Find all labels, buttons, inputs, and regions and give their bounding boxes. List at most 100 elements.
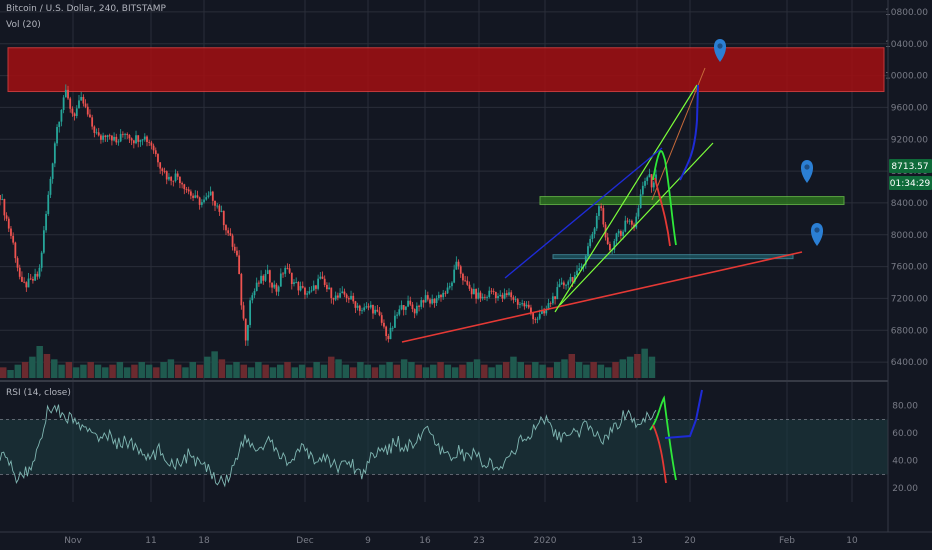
candle-body [238,255,241,275]
candle-body [332,298,335,300]
candle-body [310,290,313,292]
candle-body [119,133,122,142]
candle-body [523,303,526,307]
candle-body [343,291,346,295]
volume-bar [87,362,94,378]
candle-body [547,303,550,309]
candle-body [479,292,482,299]
grid [0,0,888,502]
candle-body [277,286,280,292]
candle-body [541,310,543,314]
candle-body [628,220,631,222]
candle-body [14,242,17,259]
candle-body [275,284,278,292]
candle-body [321,276,324,279]
volume-bar [0,367,7,378]
candle-body [527,304,530,308]
candle-body [251,295,254,301]
x-tick-label: 10 [846,536,858,546]
candle-body [558,284,561,288]
candle-body [609,244,611,251]
volume-bar [204,356,211,378]
y-tick-label: 6800.00 [891,326,928,336]
volume-bar [648,356,656,378]
candle-body [152,145,155,151]
volume-bar [94,364,102,378]
candle-body [519,304,521,306]
volume-bar [211,351,218,378]
x-tick-label: 13 [631,536,642,546]
volume-bar [561,359,568,378]
candle-body [100,135,102,140]
candle-body [86,106,89,115]
candle-body [163,171,166,172]
candle-body [499,294,502,297]
candle-body [244,318,247,341]
candle-body [457,261,460,267]
candle-body [297,281,300,291]
candle-body [365,306,368,308]
volume-bar [335,359,342,378]
candle-body [268,270,271,283]
candle-body [470,288,473,295]
candle-body [418,305,420,307]
volume-bar [459,364,466,378]
candle-body [286,267,289,269]
candle-body [161,168,164,172]
candle-body [34,273,37,281]
candle-body [415,305,418,314]
candle-body [47,194,50,215]
volume-bar [524,364,532,378]
candle-body [159,162,162,169]
candle-body [157,154,159,163]
volume-bar [116,362,124,378]
volume-label: Vol (20) [6,20,41,30]
candle-body [148,141,151,143]
candle-body [249,300,252,325]
volume-bar [400,359,408,378]
candle-body [481,296,484,299]
volume-bar [357,362,364,378]
pin-dot [804,164,810,170]
drawings [401,39,824,343]
candle-body [367,306,370,308]
rsi-red-projection [652,424,667,484]
volume-bar [189,362,196,378]
y-tick-label: 8400.00 [891,199,928,209]
candle-body [477,292,480,299]
candle-body [108,135,111,137]
volume-bar [466,362,473,378]
candle-body [385,326,388,336]
volume-bar [634,354,641,378]
volume-bar [619,359,627,378]
rsi-tick-label: 80.00 [892,402,918,412]
candle-body [168,176,170,180]
support-zone-lower [552,254,794,260]
candle-body [242,305,245,319]
volume-bar [298,364,306,378]
candle-body [29,278,32,280]
candle-body [220,210,223,212]
candle-body [214,200,216,206]
symbol-line: Bitcoin / U.S. Dollar, 240, BITSTAMP [6,4,166,14]
volume-bar [29,356,36,378]
volume-bar [167,359,175,378]
green-channel-upper [554,84,698,313]
candle-body [229,233,232,236]
candle-body [196,195,199,198]
candle-body [433,299,436,304]
candle-body [525,304,528,307]
candle-body [378,311,381,316]
candle-body [323,278,326,285]
candle-body [413,309,416,314]
candle-body [602,208,605,225]
candle-body [400,305,403,310]
candle-body [358,305,361,311]
rsi-label: RSI (14, close) [6,388,71,398]
volume-bar [328,356,335,378]
candle-body [475,288,477,299]
candle-body [75,108,78,116]
volume-bar [568,354,576,378]
